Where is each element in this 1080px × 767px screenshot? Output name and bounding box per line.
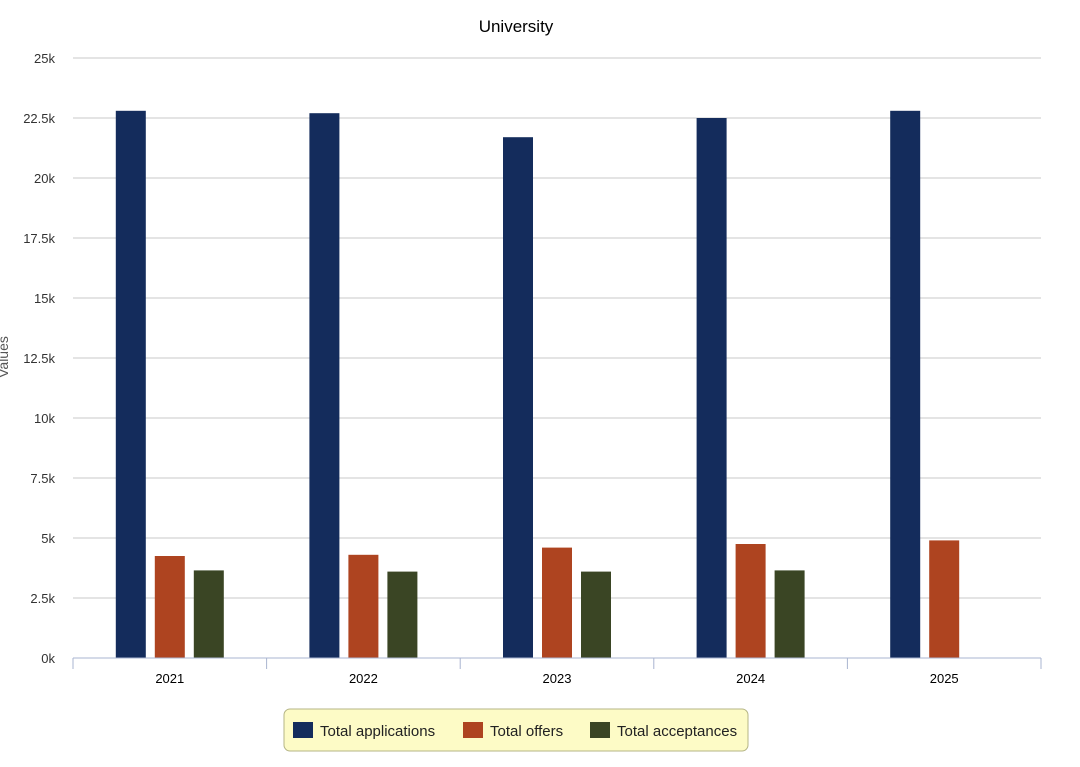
bar (309, 113, 340, 658)
legend: Total applications Total offers Total acce… (283, 708, 749, 752)
chart-title: University (479, 17, 554, 36)
y-tick-label: 17.5k (23, 231, 55, 246)
bar (503, 137, 533, 658)
legend-label: Total applications (320, 723, 435, 740)
y-tick-label: 12.5k (23, 351, 55, 366)
bar (890, 110, 921, 659)
bar (581, 571, 611, 658)
y-tick-label: 22.5k (23, 111, 55, 126)
y-tick-label: 5k (41, 531, 55, 546)
bar (542, 547, 572, 658)
legend-label: Total acceptances (617, 723, 737, 740)
y-tick-label: 10k (34, 411, 55, 426)
legend-item: Total acceptances (590, 722, 737, 740)
y-tick-label: 15k (34, 291, 55, 306)
bar (929, 540, 960, 658)
bar (115, 110, 146, 659)
legend-swatch (590, 722, 610, 738)
y-tick-label: 2.5k (30, 591, 55, 606)
y-tick-label: 25k (34, 51, 55, 66)
y-axis-label: Values (0, 336, 11, 378)
x-tick-label: 2024 (736, 671, 765, 686)
bar (154, 556, 185, 658)
x-axis-tick-labels: 2021 2022 2023 2024 2025 (155, 671, 958, 686)
bar (348, 554, 379, 658)
gridlines (73, 57, 1041, 599)
legend-box (283, 708, 749, 752)
legend-swatch (463, 722, 483, 738)
y-tick-label: 0k (41, 651, 55, 666)
bar (774, 570, 805, 658)
bar (696, 118, 727, 658)
x-tick-label: 2022 (349, 671, 378, 686)
y-tick-label: 20k (34, 171, 55, 186)
legend-swatch (293, 722, 313, 738)
bars (115, 110, 960, 659)
x-tick-label: 2021 (155, 671, 184, 686)
bar (735, 544, 766, 658)
y-axis-ticks: 0k 2.5k 5k 7.5k 10k 12.5k 15k 17.5k 20k 22.5k 25k (23, 51, 55, 666)
x-axis (72, 657, 1042, 669)
legend-label: Total offers (490, 723, 563, 740)
legend-item: Total applications (293, 722, 435, 740)
legend-item: Total offers (463, 722, 563, 740)
x-tick-label: 2023 (543, 671, 572, 686)
x-tick-label: 2025 (930, 671, 959, 686)
bar (193, 570, 224, 658)
bar (387, 571, 418, 658)
y-tick-label: 7.5k (30, 471, 55, 486)
